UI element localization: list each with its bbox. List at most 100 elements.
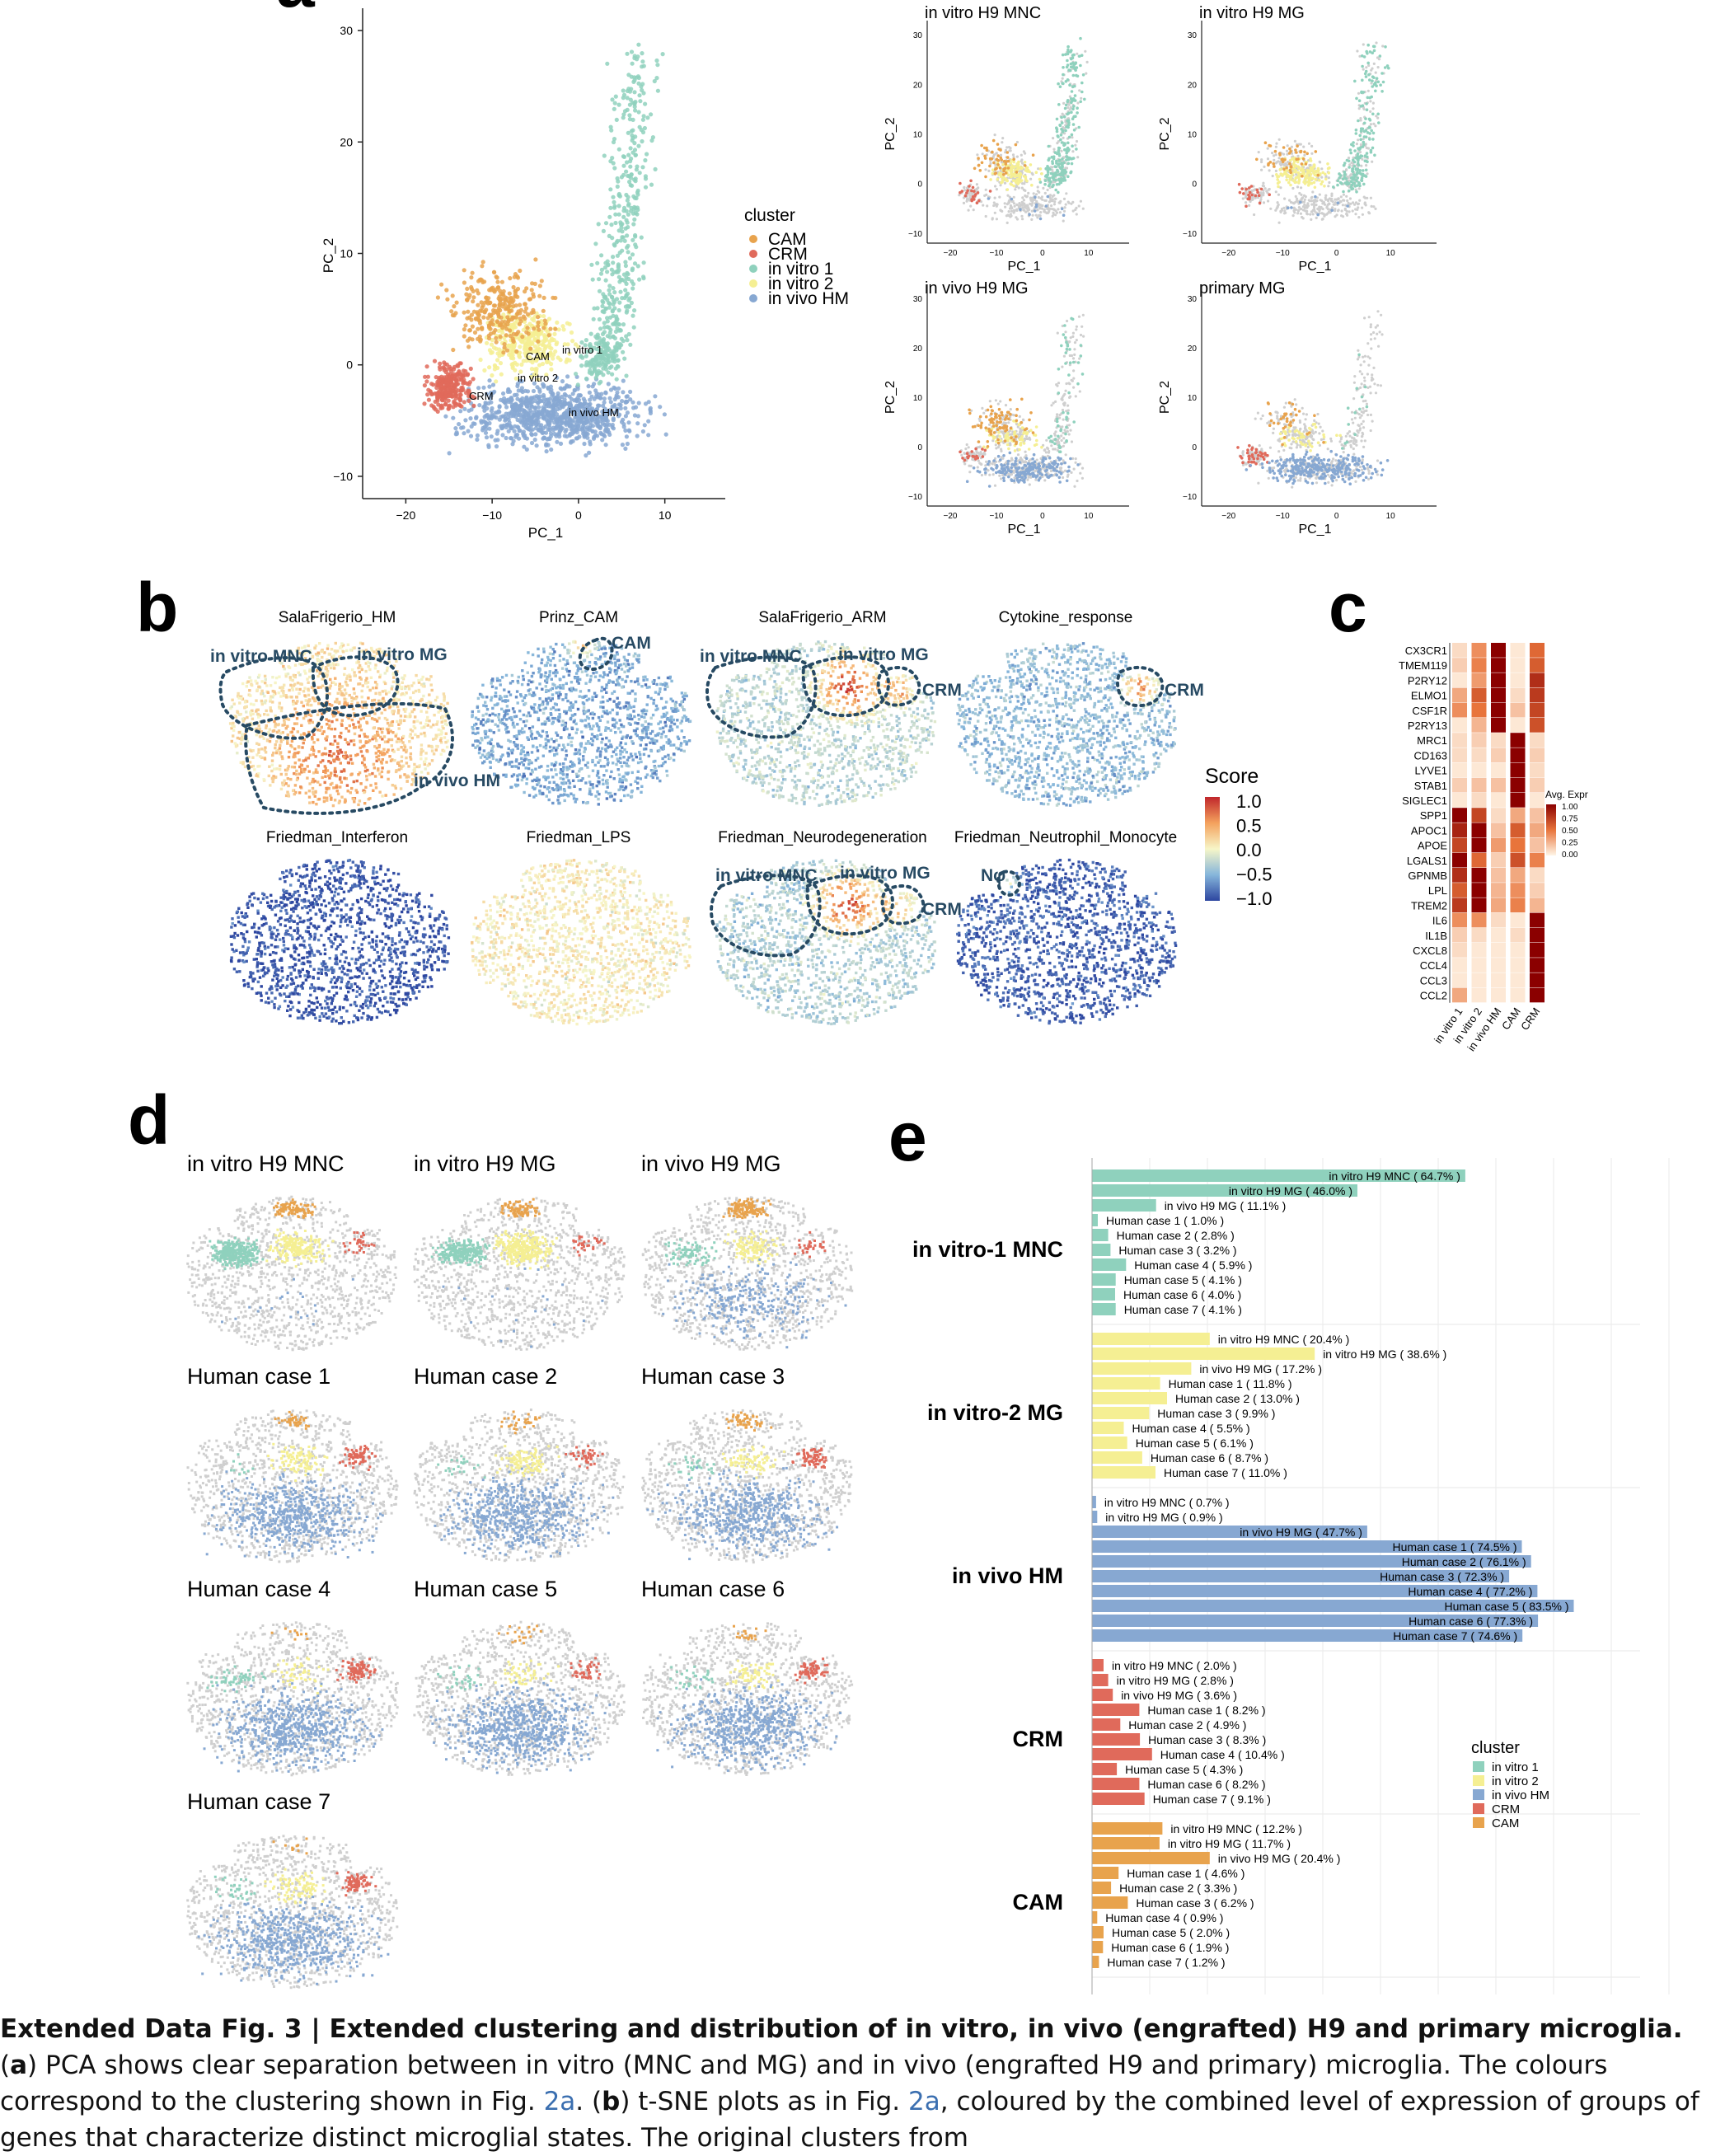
cell-point <box>1015 143 1018 147</box>
cell-point <box>1061 208 1064 211</box>
pca-point <box>611 302 615 307</box>
pca-point <box>574 429 578 433</box>
background-cell <box>1069 108 1071 110</box>
cell-point <box>1062 130 1065 134</box>
background-cell <box>1004 182 1006 185</box>
pca-point <box>643 423 647 427</box>
pca-point <box>638 99 642 103</box>
pca-point <box>584 338 588 342</box>
pca-point <box>638 171 642 175</box>
pca-point <box>507 429 511 434</box>
background-cell <box>999 184 1001 186</box>
cell-point <box>1039 167 1043 171</box>
pca-point <box>624 373 628 377</box>
background-cell <box>1006 222 1009 224</box>
pca-point <box>523 316 527 321</box>
pca-point <box>610 295 614 299</box>
background-cell <box>963 202 965 204</box>
background-cell <box>1275 146 1277 148</box>
pca-point <box>572 398 576 402</box>
pca-point <box>593 367 597 371</box>
background-cell <box>1283 209 1286 212</box>
pca-point <box>536 412 540 416</box>
background-cell <box>1040 204 1043 207</box>
pca-point <box>499 361 503 365</box>
pca-point <box>441 381 445 385</box>
cell-point <box>1079 101 1082 104</box>
pca-point <box>429 382 434 386</box>
pca-point <box>523 436 527 440</box>
cell-point <box>1066 175 1070 178</box>
pca-point <box>471 299 475 303</box>
background-cell <box>1052 213 1055 216</box>
y-tick-label: 0 <box>917 180 922 190</box>
background-cell <box>1290 201 1292 204</box>
pca-point <box>504 405 509 409</box>
pca-point <box>621 88 626 92</box>
pca-point <box>627 332 631 336</box>
pca-point <box>423 375 427 379</box>
pca-point <box>640 51 644 55</box>
pca-point <box>593 419 598 424</box>
pca-point <box>628 390 632 394</box>
background-cell <box>996 188 998 190</box>
pca-point <box>503 345 507 349</box>
background-cell <box>1004 206 1006 209</box>
background-cell <box>1296 212 1299 214</box>
background-cell <box>1084 50 1086 53</box>
pca-point <box>588 439 592 443</box>
background-cell <box>1341 209 1343 212</box>
cell-point <box>1057 162 1061 166</box>
background-cell <box>1278 138 1281 141</box>
pca-point <box>628 165 632 169</box>
cell-point <box>977 191 980 195</box>
pca-point <box>457 396 462 401</box>
cell-point <box>969 180 973 183</box>
background-cell <box>1311 190 1314 193</box>
cell-point <box>977 164 981 167</box>
pca-point <box>632 78 636 82</box>
background-cell <box>1065 192 1067 195</box>
cell-point <box>1001 163 1005 166</box>
cell-point <box>1068 136 1071 139</box>
pca-point <box>452 365 457 369</box>
pca-point <box>469 434 473 438</box>
pca-point <box>555 321 559 325</box>
legend-swatch <box>749 279 757 288</box>
pca-point <box>599 360 603 364</box>
background-cell <box>1038 204 1040 206</box>
cell-point <box>984 176 987 179</box>
pca-point <box>469 275 473 279</box>
pca-point <box>481 316 485 320</box>
pca-point <box>612 107 616 111</box>
background-cell <box>1273 154 1275 157</box>
background-cell <box>1343 194 1345 196</box>
pca-point <box>612 290 616 294</box>
pca-point <box>615 118 619 122</box>
pca-point <box>427 398 431 402</box>
background-cell <box>1275 170 1277 172</box>
pca-point <box>481 260 485 264</box>
cell-point <box>989 190 992 193</box>
background-cell <box>1324 195 1327 197</box>
cell-point <box>1066 124 1070 128</box>
cell-point <box>1082 73 1085 77</box>
pca-point <box>467 382 471 387</box>
cell-point <box>973 190 976 193</box>
pca-point <box>626 250 630 254</box>
pca-point <box>624 227 628 231</box>
background-cell <box>1337 209 1339 212</box>
cell-point <box>1066 63 1070 67</box>
background-cell <box>1303 154 1305 157</box>
cell-point <box>1080 82 1084 85</box>
background-cell <box>1268 169 1271 171</box>
background-cell <box>1358 107 1361 110</box>
background-cell <box>1291 146 1293 148</box>
pca-point <box>451 416 455 420</box>
pca-point <box>621 390 625 394</box>
background-cell <box>1076 53 1078 55</box>
background-cell <box>982 152 984 155</box>
background-cell <box>1027 192 1029 195</box>
background-cell <box>1039 211 1042 213</box>
background-cell <box>1028 209 1030 211</box>
